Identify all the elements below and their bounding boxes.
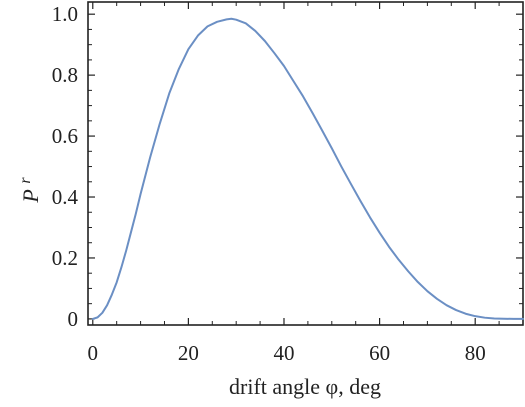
y-tick-label: 0.4 [52,185,79,209]
y-tick-label: 0 [68,307,79,331]
x-tick-labels: 0 20 40 60 80 [88,341,486,365]
y-tick-labels: 0 0.2 0.4 0.6 0.8 1.0 [52,2,79,331]
y-tick-label: 0.6 [52,124,78,148]
plot-frame [87,1,524,326]
x-tick-label: 20 [178,341,199,365]
x-tick-label: 0 [88,341,99,365]
y-axis-label-base: P [18,189,43,203]
x-tick-label: 40 [273,341,294,365]
y-tick-label: 0.8 [52,63,78,87]
y-tick-label: 0.2 [52,246,78,270]
y-axis-label-superscript: r [17,177,34,184]
x-tick-label: 60 [369,341,390,365]
x-ticks [92,2,524,325]
y-axis-label: P r [17,177,43,204]
y-tick-label: 1.0 [52,2,78,26]
x-tick-label: 80 [465,341,486,365]
y-ticks [88,13,523,320]
x-axis-label: drift angle φ, deg [229,374,381,399]
series-line [91,17,524,320]
